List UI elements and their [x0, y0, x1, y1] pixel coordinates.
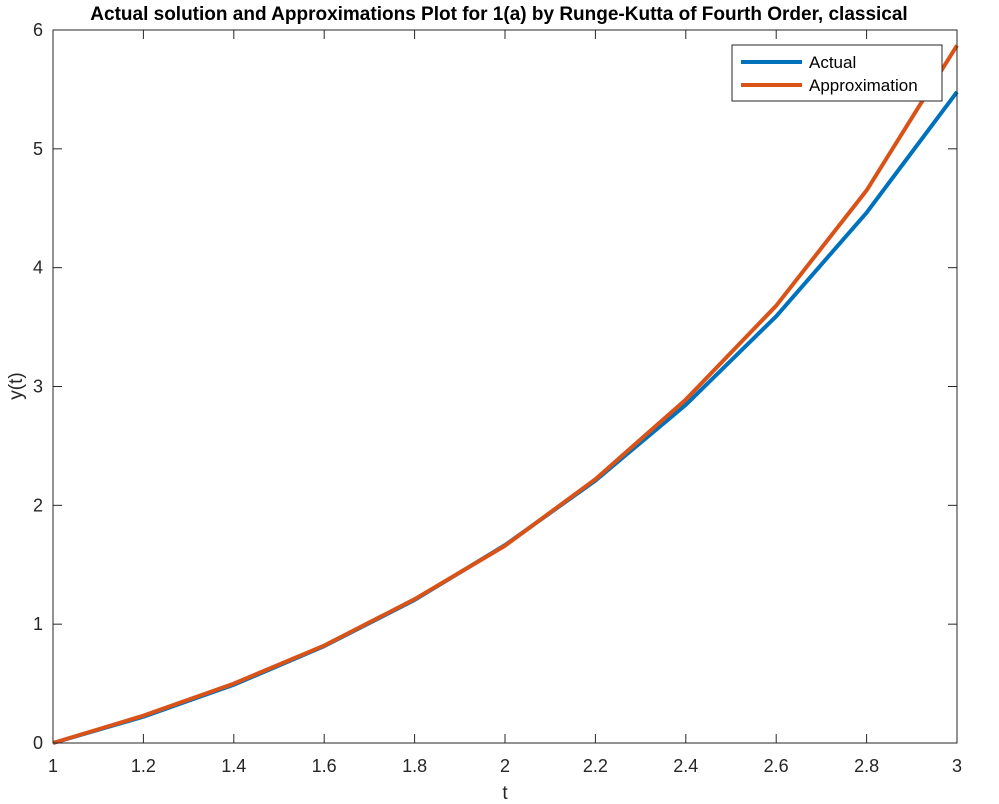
x-tick-label: 1 [48, 756, 58, 776]
y-tick-label: 4 [33, 258, 43, 278]
series-line-approximation [52, 44, 959, 745]
x-axis-ticks: 1 1.2 1.4 1.6 1.8 2 2.2 2.4 2.6 2.8 3 [48, 30, 962, 776]
y-tick-label: 2 [33, 495, 43, 515]
x-tick-label: 2.6 [764, 756, 789, 776]
legend-box [731, 44, 943, 102]
x-tick-label: 2.8 [854, 756, 879, 776]
x-tick-label: 1.8 [402, 756, 427, 776]
y-tick-label: 0 [33, 733, 43, 753]
x-tick-label: 2.2 [583, 756, 608, 776]
y-tick-label: 6 [33, 20, 43, 40]
plot-area [53, 30, 957, 743]
x-tick-label: 3 [952, 756, 962, 776]
series-layer [52, 44, 959, 745]
x-tick-label: 1.2 [131, 756, 156, 776]
y-axis-label: y(t) [6, 372, 27, 399]
legend-label-actual: Actual [809, 53, 856, 72]
x-tick-label: 2.4 [673, 756, 698, 776]
x-tick-label: 2 [500, 756, 510, 776]
x-tick-label: 1.6 [312, 756, 337, 776]
x-axis-label: t [502, 783, 508, 804]
y-tick-label: 1 [33, 614, 43, 634]
y-tick-label: 5 [33, 139, 43, 159]
x-tick-label: 1.4 [221, 756, 246, 776]
chart-title: Actual solution and Approximations Plot … [90, 4, 907, 25]
y-tick-label: 3 [33, 377, 43, 397]
legend: Actual Approximation [731, 44, 943, 102]
y-axis-ticks: 0 1 2 3 4 5 6 [33, 20, 957, 753]
legend-label-approximation: Approximation [809, 76, 918, 95]
